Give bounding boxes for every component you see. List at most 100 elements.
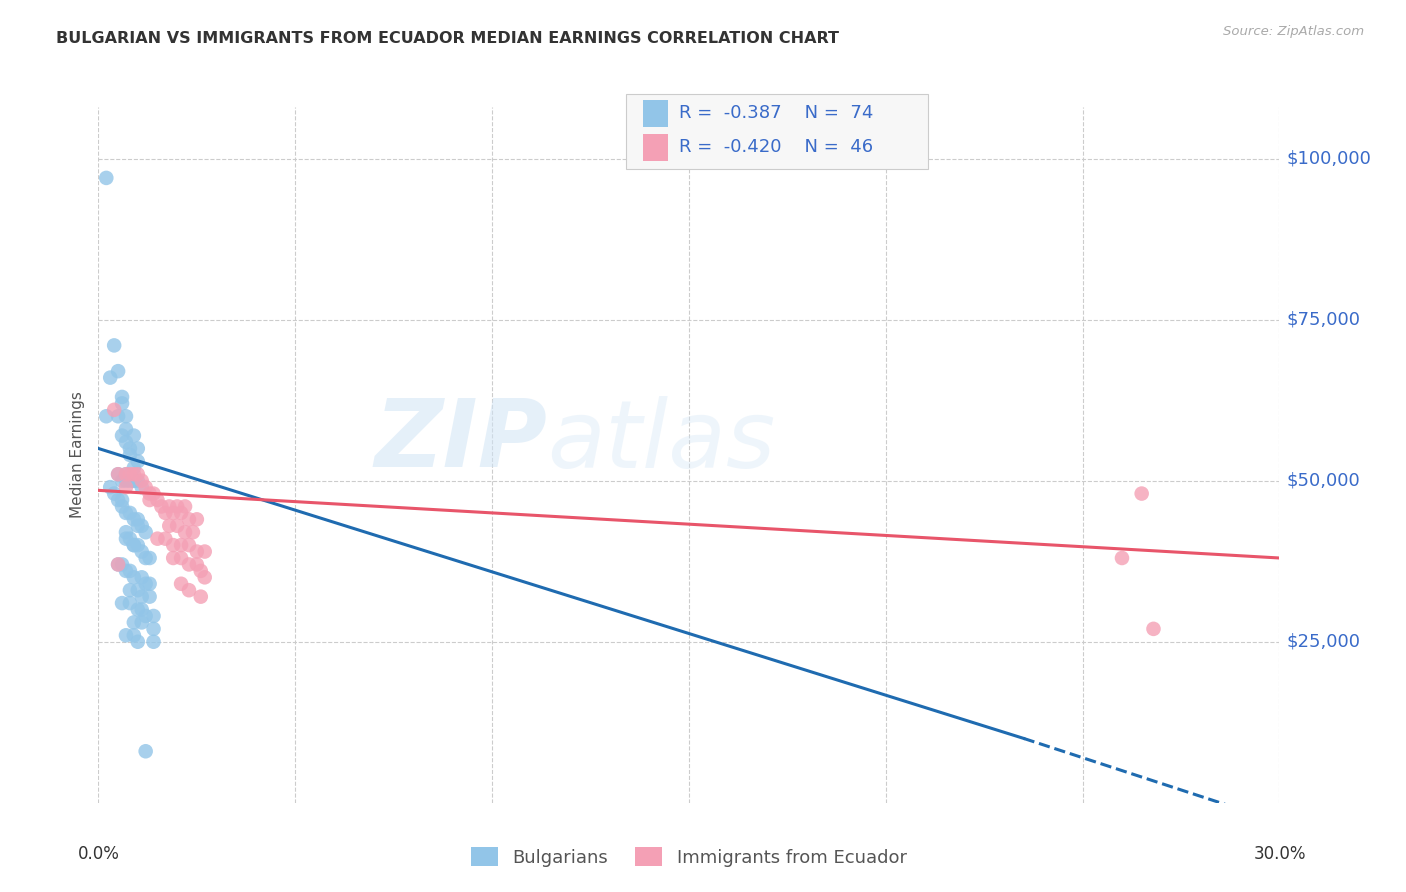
Point [194, 570, 217, 584]
Point [122, 615, 145, 630]
Point [107, 493, 129, 508]
Point [142, 622, 165, 636]
Point [115, 480, 138, 494]
Point [115, 409, 138, 424]
Point [98, 480, 121, 494]
Text: atlas: atlas [547, 395, 776, 486]
Point [103, 338, 125, 352]
Point [115, 467, 138, 482]
Text: 0.0%: 0.0% [77, 845, 120, 863]
Point [127, 474, 149, 488]
Point [111, 428, 134, 442]
Point [142, 634, 165, 648]
Point [111, 558, 134, 572]
Point [115, 628, 138, 642]
Point [162, 538, 184, 552]
Point [170, 538, 193, 552]
Point [127, 634, 149, 648]
Point [170, 551, 193, 566]
Y-axis label: Median Earnings: Median Earnings [70, 392, 86, 518]
Point [166, 500, 188, 514]
Point [122, 474, 145, 488]
Point [115, 532, 138, 546]
Point [107, 467, 129, 482]
Text: $75,000: $75,000 [1286, 310, 1361, 328]
Point [122, 467, 145, 482]
Text: $100,000: $100,000 [1286, 150, 1371, 168]
Point [177, 558, 200, 572]
Point [155, 532, 177, 546]
Point [135, 609, 157, 624]
Point [103, 402, 125, 417]
Point [107, 467, 129, 482]
Point [107, 558, 129, 572]
Point [1111, 551, 1133, 566]
Point [107, 558, 129, 572]
Point [127, 442, 149, 456]
Point [146, 493, 169, 508]
Point [118, 442, 141, 456]
Point [127, 454, 149, 468]
Point [115, 506, 138, 520]
Point [118, 564, 141, 578]
Point [162, 551, 184, 566]
Point [186, 512, 208, 526]
Point [162, 506, 184, 520]
Text: BULGARIAN VS IMMIGRANTS FROM ECUADOR MEDIAN EARNINGS CORRELATION CHART: BULGARIAN VS IMMIGRANTS FROM ECUADOR MED… [56, 31, 839, 46]
Point [118, 596, 141, 610]
Point [135, 480, 157, 494]
Text: ZIP: ZIP [374, 395, 547, 487]
Point [122, 512, 145, 526]
Legend: Bulgarians, Immigrants from Ecuador: Bulgarians, Immigrants from Ecuador [464, 840, 914, 874]
Point [181, 525, 204, 540]
Point [131, 480, 153, 494]
Point [138, 551, 160, 566]
Point [131, 602, 153, 616]
Point [170, 576, 193, 591]
Point [138, 493, 160, 508]
Point [186, 558, 208, 572]
Point [118, 474, 141, 488]
Point [98, 370, 121, 384]
Point [127, 602, 149, 616]
Point [103, 486, 125, 500]
Point [122, 538, 145, 552]
Point [142, 609, 165, 624]
Point [157, 518, 180, 533]
Point [138, 486, 160, 500]
Point [122, 428, 145, 442]
Point [166, 518, 188, 533]
Point [135, 551, 157, 566]
Point [122, 460, 145, 475]
Text: $25,000: $25,000 [1286, 632, 1361, 651]
Point [190, 590, 212, 604]
Text: Source: ZipAtlas.com: Source: ZipAtlas.com [1223, 25, 1364, 38]
Point [131, 544, 153, 558]
Point [118, 506, 141, 520]
Point [127, 583, 149, 598]
Point [115, 525, 138, 540]
Point [115, 564, 138, 578]
Point [111, 500, 134, 514]
Point [127, 518, 149, 533]
Point [107, 409, 129, 424]
Point [135, 576, 157, 591]
Point [118, 467, 141, 482]
Point [107, 364, 129, 378]
Point [115, 422, 138, 436]
Point [177, 538, 200, 552]
Point [177, 512, 200, 526]
Point [150, 500, 173, 514]
Text: R =  -0.387    N =  74: R = -0.387 N = 74 [679, 104, 873, 122]
Point [131, 615, 153, 630]
Point [115, 467, 138, 482]
Point [146, 532, 169, 546]
Point [131, 518, 153, 533]
Point [1130, 486, 1153, 500]
Point [118, 448, 141, 462]
Point [122, 628, 145, 642]
Point [138, 576, 160, 591]
Point [186, 544, 208, 558]
Point [111, 596, 134, 610]
Point [118, 583, 141, 598]
